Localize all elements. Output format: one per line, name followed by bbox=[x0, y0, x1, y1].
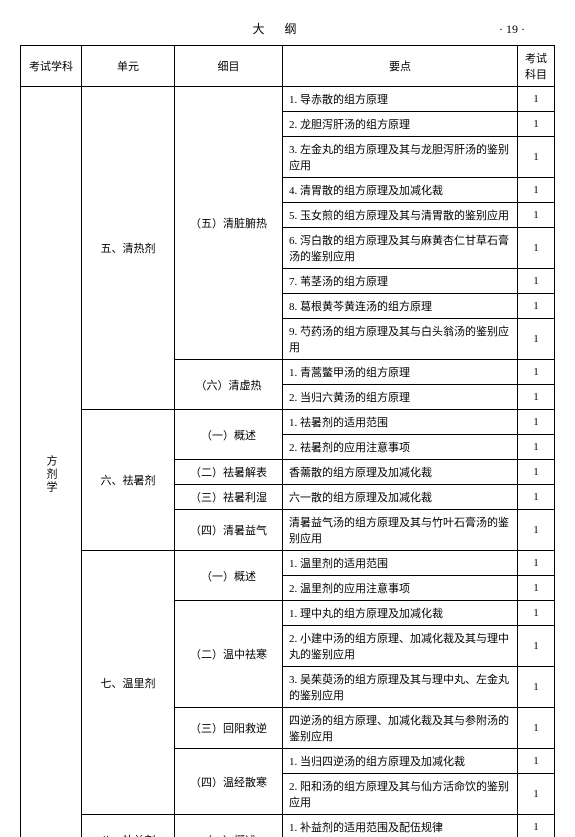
point-cell: 1. 导赤散的组方原理 bbox=[283, 87, 518, 112]
point-cell: 2. 当归六黄汤的组方原理 bbox=[283, 385, 518, 410]
id-cell: 1 bbox=[518, 435, 555, 460]
section-cell: （一）概述 bbox=[175, 410, 283, 460]
point-cell: 8. 葛根黄芩黄连汤的组方原理 bbox=[283, 294, 518, 319]
section-cell: （五）清脏腑热 bbox=[175, 87, 283, 360]
unit-cell: 八、补益剂 bbox=[82, 815, 175, 837]
col-subject: 考试学科 bbox=[21, 46, 82, 87]
col-point: 要点 bbox=[283, 46, 518, 87]
id-cell: 1 bbox=[518, 551, 555, 576]
page-header: 大纲 · 19 · bbox=[20, 20, 555, 45]
id-cell: 1 bbox=[518, 137, 555, 178]
id-cell: 1 bbox=[518, 87, 555, 112]
section-cell: （一）概述 bbox=[175, 551, 283, 601]
point-cell: 2. 小建中汤的组方原理、加减化裁及其与理中丸的鉴别应用 bbox=[283, 626, 518, 667]
point-cell: 2. 龙胆泻肝汤的组方原理 bbox=[283, 112, 518, 137]
point-cell: 2. 阳和汤的组方原理及其与仙方活命饮的鉴别应用 bbox=[283, 774, 518, 815]
id-cell: 1 bbox=[518, 112, 555, 137]
table-header-row: 考试学科 单元 细目 要点 考试科目 bbox=[21, 46, 555, 87]
point-cell: 1. 青蒿鳖甲汤的组方原理 bbox=[283, 360, 518, 385]
id-cell: 1 bbox=[518, 815, 555, 837]
page-number: · 19 · bbox=[499, 22, 525, 37]
point-cell: 1. 补益剂的适用范围及配伍规律 bbox=[283, 815, 518, 837]
subject-cell: 方剂学 bbox=[21, 87, 82, 837]
point-cell: 1. 当归四逆汤的组方原理及加减化裁 bbox=[283, 749, 518, 774]
point-cell: 2. 温里剂的应用注意事项 bbox=[283, 576, 518, 601]
id-cell: 1 bbox=[518, 708, 555, 749]
point-cell: 2. 祛暑剂的应用注意事项 bbox=[283, 435, 518, 460]
unit-cell: 五、清热剂 bbox=[82, 87, 175, 410]
section-cell: （四）温经散寒 bbox=[175, 749, 283, 815]
col-unit: 单元 bbox=[82, 46, 175, 87]
section-cell: （六）清虚热 bbox=[175, 360, 283, 410]
point-cell: 1. 温里剂的适用范围 bbox=[283, 551, 518, 576]
id-cell: 1 bbox=[518, 749, 555, 774]
id-cell: 1 bbox=[518, 203, 555, 228]
col-id: 考试科目 bbox=[518, 46, 555, 87]
id-cell: 1 bbox=[518, 410, 555, 435]
id-cell: 1 bbox=[518, 485, 555, 510]
section-cell: （四）清暑益气 bbox=[175, 510, 283, 551]
point-cell: 3. 左金丸的组方原理及其与龙胆泻肝汤的鉴别应用 bbox=[283, 137, 518, 178]
section-cell: （一）概述 bbox=[175, 815, 283, 837]
point-cell: 1. 祛暑剂的适用范围 bbox=[283, 410, 518, 435]
unit-cell: 六、祛暑剂 bbox=[82, 410, 175, 551]
header-title: 大纲 bbox=[232, 20, 316, 37]
point-cell: 7. 苇茎汤的组方原理 bbox=[283, 269, 518, 294]
section-cell: （三）祛暑利湿 bbox=[175, 485, 283, 510]
id-cell: 1 bbox=[518, 460, 555, 485]
table-row: 八、补益剂 （一）概述 1. 补益剂的适用范围及配伍规律 1 bbox=[21, 815, 555, 837]
id-cell: 1 bbox=[518, 269, 555, 294]
point-cell: 清暑益气汤的组方原理及其与竹叶石膏汤的鉴别应用 bbox=[283, 510, 518, 551]
id-cell: 1 bbox=[518, 667, 555, 708]
id-cell: 1 bbox=[518, 360, 555, 385]
section-cell: （二）温中祛寒 bbox=[175, 601, 283, 708]
unit-cell: 七、温里剂 bbox=[82, 551, 175, 815]
point-cell: 9. 芍药汤的组方原理及其与白头翁汤的鉴别应用 bbox=[283, 319, 518, 360]
syllabus-table: 考试学科 单元 细目 要点 考试科目 方剂学 五、清热剂 （五）清脏腑热 1. … bbox=[20, 45, 555, 837]
point-cell: 1. 理中丸的组方原理及加减化裁 bbox=[283, 601, 518, 626]
id-cell: 1 bbox=[518, 601, 555, 626]
id-cell: 1 bbox=[518, 626, 555, 667]
table-row: 方剂学 五、清热剂 （五）清脏腑热 1. 导赤散的组方原理 1 bbox=[21, 87, 555, 112]
section-cell: （三）回阳救逆 bbox=[175, 708, 283, 749]
point-cell: 6. 泻白散的组方原理及其与麻黄杏仁甘草石膏汤的鉴别应用 bbox=[283, 228, 518, 269]
point-cell: 5. 玉女煎的组方原理及其与清胃散的鉴别应用 bbox=[283, 203, 518, 228]
id-cell: 1 bbox=[518, 319, 555, 360]
table-row: 六、祛暑剂 （一）概述 1. 祛暑剂的适用范围 1 bbox=[21, 410, 555, 435]
id-cell: 1 bbox=[518, 385, 555, 410]
point-cell: 六一散的组方原理及加减化裁 bbox=[283, 485, 518, 510]
id-cell: 1 bbox=[518, 576, 555, 601]
col-section: 细目 bbox=[175, 46, 283, 87]
table-row: 七、温里剂 （一）概述 1. 温里剂的适用范围 1 bbox=[21, 551, 555, 576]
section-cell: （二）祛暑解表 bbox=[175, 460, 283, 485]
id-cell: 1 bbox=[518, 178, 555, 203]
id-cell: 1 bbox=[518, 510, 555, 551]
id-cell: 1 bbox=[518, 228, 555, 269]
point-cell: 香薷散的组方原理及加减化裁 bbox=[283, 460, 518, 485]
point-cell: 四逆汤的组方原理、加减化裁及其与参附汤的鉴别应用 bbox=[283, 708, 518, 749]
id-cell: 1 bbox=[518, 774, 555, 815]
point-cell: 4. 清胃散的组方原理及加减化裁 bbox=[283, 178, 518, 203]
id-cell: 1 bbox=[518, 294, 555, 319]
point-cell: 3. 吴茱萸汤的组方原理及其与理中丸、左金丸的鉴别应用 bbox=[283, 667, 518, 708]
